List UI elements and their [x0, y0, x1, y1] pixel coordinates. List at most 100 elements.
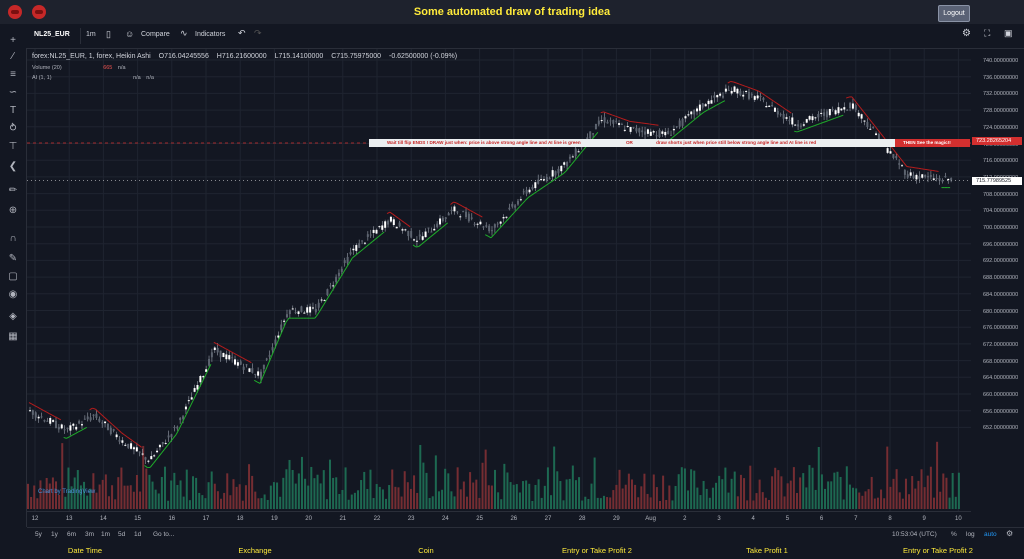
range-button-5d[interactable]: 5d	[118, 531, 126, 538]
column-header[interactable]: Take Profit 1	[746, 546, 788, 555]
compare-button[interactable]: Compare	[141, 31, 170, 38]
ai-line-red-segment	[126, 436, 131, 440]
ai-line-red-segment	[614, 115, 619, 118]
volume-bar	[802, 473, 805, 509]
candle-body	[603, 117, 606, 123]
column-header[interactable]: Coin	[418, 546, 434, 555]
volume-bar	[674, 485, 677, 509]
volume-bar	[537, 479, 540, 509]
ai-line-red-segment	[897, 155, 902, 160]
volume-bar	[652, 474, 655, 509]
trendline-icon[interactable]: ∕	[12, 51, 14, 62]
ai-line-red-segment	[219, 344, 223, 348]
redo-icon[interactable]: ↷	[254, 28, 262, 38]
ai-line-red-segment	[34, 405, 38, 408]
column-header[interactable]: Exchange	[238, 546, 272, 555]
range-button-1m[interactable]: 1m	[101, 531, 111, 538]
column-header[interactable]: Date Time	[67, 546, 103, 555]
logo-icon[interactable]	[32, 5, 46, 19]
candle-body	[288, 310, 291, 315]
trading-idea-annotation[interactable]: Wait till flip ENDS ! DRAW just when: pr…	[369, 139, 895, 147]
price-axis[interactable]: 740.00000000 736.00000000 732.00000000 728.…	[971, 49, 1024, 511]
volume-bar	[391, 469, 394, 509]
magic-label[interactable]: THEN See the magic!!	[895, 139, 970, 147]
candle-body	[153, 455, 156, 457]
range-button-3m[interactable]: 3m	[85, 531, 95, 538]
stay-drawing-icon[interactable]: ✎	[8, 253, 18, 264]
log-toggle[interactable]: log	[966, 531, 975, 538]
range-button-5y[interactable]: 5y	[35, 531, 42, 538]
trash-icon[interactable]: ▦	[8, 331, 18, 342]
range-button-1d[interactable]: 1d	[134, 531, 142, 538]
volume-bar	[160, 476, 163, 509]
volume-label[interactable]: Volume (20)	[32, 65, 62, 71]
settings-icon[interactable]: ⚙	[962, 28, 971, 39]
goto-button[interactable]: Go to...	[153, 531, 175, 538]
candle-body	[508, 207, 511, 210]
volume-bar	[942, 473, 945, 509]
ai-line-red-segment	[609, 113, 613, 116]
ai-line-red-segment	[770, 99, 775, 102]
brush-icon[interactable]: ∽	[8, 87, 18, 98]
candle-body	[872, 126, 875, 128]
chart-area[interactable]	[27, 49, 971, 511]
candle-body	[283, 320, 286, 322]
legend-title[interactable]: forex:NL25_EUR, 1, forex, Heikin Ashi	[32, 53, 151, 60]
chart-settings-icon[interactable]: ⚙	[1006, 529, 1014, 538]
volume-bar	[593, 457, 596, 509]
undo-icon[interactable]: ↶	[238, 28, 246, 38]
candle-body	[528, 189, 531, 193]
price-tick-label: 728.00000000	[983, 108, 1019, 115]
symbol-search[interactable]: NL25_EUR	[34, 31, 70, 38]
price-chart[interactable]	[27, 49, 971, 511]
text-icon[interactable]: T	[9, 105, 17, 116]
auto-toggle[interactable]: auto	[984, 531, 997, 538]
interval-selector[interactable]: 1m	[86, 31, 96, 38]
ai-line-green-segment	[320, 304, 324, 310]
ai-label[interactable]: AI (1, 1)	[32, 75, 52, 81]
candle-body	[392, 219, 395, 226]
layers-icon[interactable]: ◈	[9, 311, 17, 322]
volume-bar	[459, 489, 462, 509]
volume-bar	[385, 498, 388, 509]
time-axis[interactable]: 12 13 14 15 16 17 18 19 20 21 22 23 24 25 26 27 28 29 Aug 2…	[27, 511, 971, 528]
magnet-icon[interactable]: ∩	[9, 233, 17, 244]
candle-body	[456, 211, 459, 213]
camera-icon[interactable]: ▣	[1004, 28, 1013, 38]
column-header[interactable]: Entry or Take Profit 2	[562, 546, 632, 555]
volume-bar	[876, 497, 879, 509]
volume-bar	[936, 441, 939, 509]
column-header[interactable]: Entry or Take Profit 2	[903, 546, 973, 555]
indicators-button[interactable]: Indicators	[195, 31, 226, 38]
pattern-icon[interactable]: ⥁	[9, 123, 17, 134]
divider	[80, 28, 81, 44]
back-arrow-icon[interactable]: ❮	[8, 161, 18, 172]
tradingview-watermark[interactable]: Chart by TradingView	[38, 489, 96, 495]
candle-body	[340, 268, 343, 272]
fib-icon[interactable]: ≡	[10, 69, 16, 80]
logo-icon[interactable]	[8, 5, 22, 19]
range-button-6m[interactable]: 6m	[67, 531, 77, 538]
ai-line-green-segment	[828, 118, 832, 121]
candle-type-icon[interactable]: ▯	[106, 29, 111, 39]
ruler-icon[interactable]: ✏	[8, 185, 18, 196]
fullscreen-icon[interactable]: ⛶	[984, 28, 991, 38]
percent-toggle[interactable]: %	[951, 531, 957, 538]
volume-bar	[92, 473, 95, 509]
prediction-icon[interactable]: ⊤	[8, 141, 18, 152]
eye-icon[interactable]: ◉	[8, 289, 18, 300]
logout-button[interactable]: Logout	[938, 5, 970, 22]
candle-body	[597, 120, 600, 125]
crosshair-icon[interactable]: +	[10, 35, 16, 46]
volume-bar	[335, 477, 338, 509]
volume-bar	[883, 498, 886, 509]
volume-bar	[297, 473, 300, 509]
candle-body	[193, 388, 196, 392]
ai-na-2: n/a	[146, 75, 154, 81]
range-button-1y[interactable]: 1y	[51, 531, 58, 538]
candle-body	[80, 424, 83, 426]
lock-icon[interactable]: ▢	[8, 271, 18, 282]
candle-body	[251, 368, 254, 373]
legend-high: H716.21600000	[216, 53, 267, 60]
zoom-in-icon[interactable]: ⊕	[8, 205, 18, 216]
